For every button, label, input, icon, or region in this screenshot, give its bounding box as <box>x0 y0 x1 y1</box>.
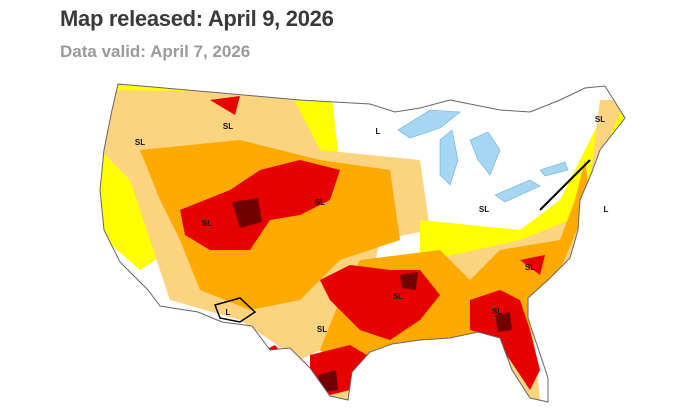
great-lakes <box>397 109 569 203</box>
impact-label: SL <box>317 325 327 334</box>
boundary-line <box>539 159 591 211</box>
subtitle: Data valid: April 7, 2026 <box>60 42 251 61</box>
impact-label: SL <box>202 219 212 228</box>
impact-label: SL <box>315 198 325 207</box>
impact-label: L <box>376 127 381 136</box>
impact-label: SL <box>525 263 535 272</box>
drought-areas <box>100 84 625 402</box>
impact-labels: SL SL L SL SL SL SL L SL SL SL SL L <box>135 115 609 334</box>
impact-label: L <box>226 308 231 317</box>
impact-label: SL <box>479 205 489 214</box>
impact-label: SL <box>595 115 605 124</box>
impact-label: SL <box>135 138 145 147</box>
impact-label: L <box>604 205 609 214</box>
boundary-line <box>214 297 257 323</box>
impact-label: SL <box>492 307 502 316</box>
impact-label: SL <box>393 292 403 301</box>
impact-label: SL <box>223 122 233 131</box>
title: Map released: April 9, 2026 <box>60 6 334 31</box>
